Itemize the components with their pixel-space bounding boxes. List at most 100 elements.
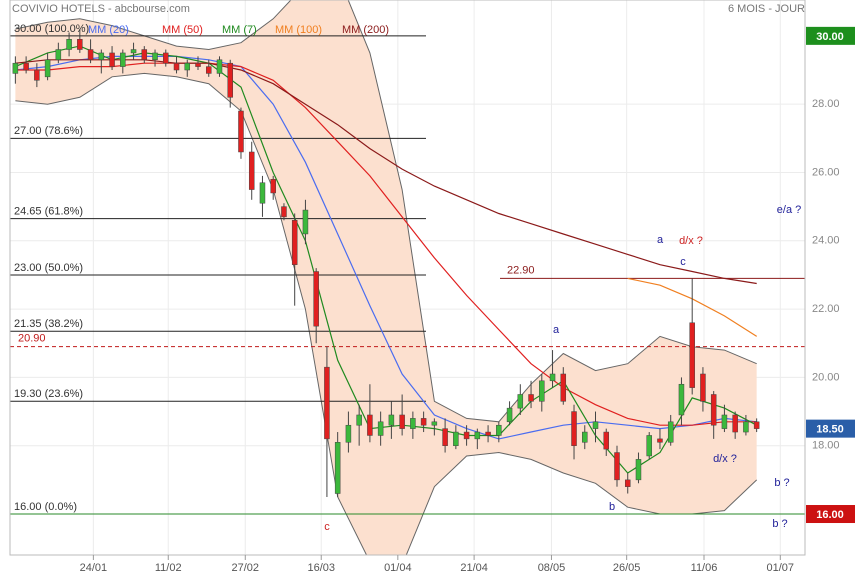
- candle-body: [356, 414, 362, 426]
- x-tick-label: 24/01: [80, 562, 108, 574]
- legend-entry: MM (50): [162, 24, 203, 36]
- candle-body: [657, 438, 663, 443]
- legend-entry: MM (100): [275, 24, 322, 36]
- price-box: [806, 505, 855, 524]
- moving-average: [15, 62, 757, 426]
- moving-average: [15, 55, 757, 440]
- candle-body: [23, 62, 29, 71]
- candle-body: [324, 366, 330, 440]
- price-box-label: 16.00: [816, 509, 844, 521]
- candle-body: [678, 383, 685, 416]
- annotation: d/x ?: [713, 453, 737, 465]
- fibonacci-label: 27.00 (78.6%): [14, 125, 83, 137]
- annotation: b: [609, 501, 615, 513]
- candle-body: [44, 59, 51, 78]
- annotation: e/a ?: [777, 204, 801, 216]
- y-tick-label: 24.00: [812, 235, 840, 247]
- chart-subtitle: 6 MOIS - JOUR: [728, 3, 805, 15]
- candle-body: [34, 69, 40, 81]
- candle-body: [12, 62, 19, 74]
- candle-body: [624, 479, 631, 487]
- candle-body: [399, 414, 405, 429]
- candle-body: [238, 110, 244, 153]
- annotation: c: [324, 521, 330, 533]
- candle-body: [592, 421, 599, 429]
- level-label: 22.90: [507, 264, 535, 276]
- candle-body: [732, 414, 738, 433]
- fibonacci-label: 19.30 (23.6%): [14, 388, 83, 400]
- price-box: [806, 419, 855, 438]
- candle-body: [184, 62, 191, 71]
- fibonacci-label: 30.00 (100.0%): [14, 23, 89, 35]
- candle-body: [710, 394, 717, 426]
- x-tick-label: 27/02: [232, 562, 260, 574]
- candle-body: [560, 373, 567, 402]
- candle-body: [98, 52, 105, 61]
- moving-average: [15, 45, 757, 474]
- y-tick-label: 28.00: [812, 98, 840, 110]
- candle-body: [517, 394, 524, 409]
- x-tick-label: 21/04: [460, 562, 488, 574]
- candle-body: [206, 66, 212, 74]
- candle-body: [743, 421, 749, 433]
- candle-body: [152, 52, 158, 61]
- price-box-label: 30.00: [816, 31, 844, 43]
- annotation: b ?: [774, 477, 789, 489]
- candle-body: [270, 179, 276, 194]
- candle-body: [163, 52, 169, 64]
- candle-body: [77, 39, 83, 50]
- candle-body: [582, 431, 588, 443]
- band-upper: [15, 0, 757, 423]
- price-box: [806, 26, 855, 45]
- x-tick-label: 08/05: [538, 562, 566, 574]
- candle-body: [248, 151, 255, 190]
- candle-body: [377, 421, 384, 436]
- candle-body: [281, 206, 287, 218]
- candle-body: [753, 421, 760, 429]
- annotation: d/x ?: [679, 235, 703, 247]
- legend-entry: MM (200): [342, 24, 389, 36]
- annotation: a: [657, 234, 664, 246]
- candle-body: [388, 414, 395, 426]
- moving-average: [15, 59, 757, 285]
- candle-body: [367, 414, 373, 436]
- candle-body: [420, 418, 427, 426]
- candle-body: [506, 407, 513, 423]
- candle-body: [334, 442, 341, 494]
- fibonacci-label: 16.00 (0.0%): [14, 501, 77, 513]
- chart-title: COVIVIO HOTELS - abcbourse.com: [12, 3, 190, 15]
- candle-body: [345, 424, 352, 443]
- candle-body: [528, 394, 534, 402]
- candle-body: [549, 373, 556, 382]
- candle-body: [442, 428, 448, 446]
- candle-body: [431, 421, 438, 426]
- level-label: 20.90: [18, 333, 46, 345]
- candle-body: [453, 431, 459, 446]
- candle-body: [463, 431, 470, 440]
- candle-body: [195, 62, 201, 67]
- annotation: c: [680, 256, 686, 268]
- fibonacci-label: 23.00 (50.0%): [14, 262, 83, 274]
- candle-body: [302, 209, 309, 235]
- candle-body: [667, 421, 674, 443]
- candle-body: [474, 431, 481, 440]
- x-tick-label: 11/06: [691, 562, 718, 574]
- x-tick-label: 01/04: [384, 562, 412, 574]
- x-tick-label: 26/05: [613, 562, 641, 574]
- candle-body: [571, 411, 577, 446]
- candle-body: [689, 322, 695, 388]
- candle-body: [66, 39, 72, 50]
- y-tick-label: 20.00: [812, 371, 840, 383]
- y-tick-label: 22.00: [812, 303, 840, 315]
- price-box-label: 18.50: [816, 424, 844, 436]
- candle-body: [227, 62, 233, 98]
- candle-body: [485, 431, 491, 436]
- fibonacci-label: 24.65 (61.8%): [14, 205, 83, 217]
- candle-body: [721, 414, 728, 429]
- legend-entry: MM (20): [88, 24, 129, 36]
- candle-body: [603, 431, 609, 450]
- band-lower: [15, 72, 758, 555]
- candle-body: [87, 49, 94, 61]
- candle-body: [259, 182, 266, 204]
- candle-body: [539, 380, 545, 402]
